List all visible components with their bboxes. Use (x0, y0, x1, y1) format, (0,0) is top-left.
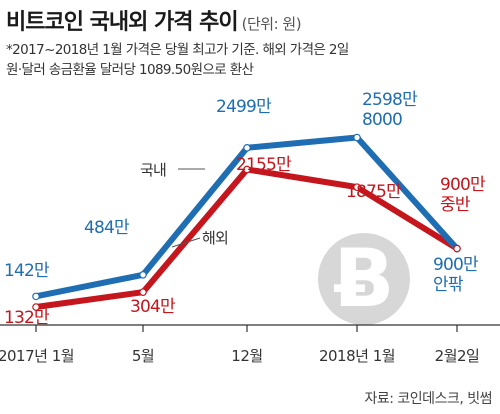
x-tick-label-0: 2017년 1월 (0, 347, 74, 365)
overseas-point-0 (32, 303, 40, 311)
x-tick-label-4: 2월2일 (435, 347, 480, 365)
domestic-label-1: 484만 (84, 218, 130, 238)
overseas-label-0: 132만 (4, 308, 50, 328)
source-credit: 자료: 코인데스크, 빗썸 (364, 391, 493, 407)
overseas-label-4: 900만 중반 (440, 175, 486, 215)
overseas-point-3 (353, 183, 361, 191)
overseas-point-1 (139, 288, 147, 296)
domestic-label-0: 142만 (4, 261, 50, 281)
overseas-label-2: 2155만 (236, 155, 292, 175)
domestic-point-1 (139, 271, 147, 279)
unit-note: (단위: 원) (241, 15, 302, 33)
overseas-label-1: 304만 (130, 297, 176, 317)
domestic-point-2 (243, 143, 251, 152)
x-tick-label-2: 12월 (231, 347, 262, 365)
domestic-label-2: 2499만 (216, 97, 272, 117)
x-tick-label-3: 2018년 1월 (319, 347, 395, 365)
overseas-point-2 (243, 165, 251, 174)
x-tick-label-1: 5월 (132, 347, 154, 365)
coin-symbol: Ƀ (334, 232, 395, 325)
overseas-label-3: 1875만 (346, 182, 402, 202)
overseas-point-4 (453, 244, 461, 253)
series-layer (32, 133, 461, 311)
note-line-1: *2017~2018년 1월 가격은 당월 최고가 기준. 해외 가격은 2일 (6, 42, 349, 58)
domestic-point-3 (353, 133, 361, 142)
domestic-label-4: 900만 안팎 (433, 255, 479, 295)
chart-title: 비트코인 국내외 가격 추이 (단위: 원) (6, 10, 302, 35)
data-labels: 142만 484만 2499만 2598만 8000 900만 안팎 132만 304만 2155… (4, 90, 487, 328)
overseas-callout-line (171, 237, 201, 248)
domestic-label-3: 2598만 8000 (362, 90, 418, 130)
x-axis: 2017년 1월 5월 12월 2018년 1월 2월2일 (0, 324, 500, 365)
domestic-point-0 (32, 292, 40, 301)
overseas-series-name: 해외 (202, 229, 228, 247)
domestic-series-name: 국내 (140, 161, 166, 179)
note-line-2: 원·달러 송금환율 달러당 1089.50원으로 환산 (6, 62, 254, 78)
coin-circle (318, 233, 410, 325)
bitcoin-icon: Ƀ (318, 232, 410, 325)
chart-note: *2017~2018년 1월 가격은 당월 최고가 기준. 해외 가격은 2일 … (6, 40, 494, 80)
